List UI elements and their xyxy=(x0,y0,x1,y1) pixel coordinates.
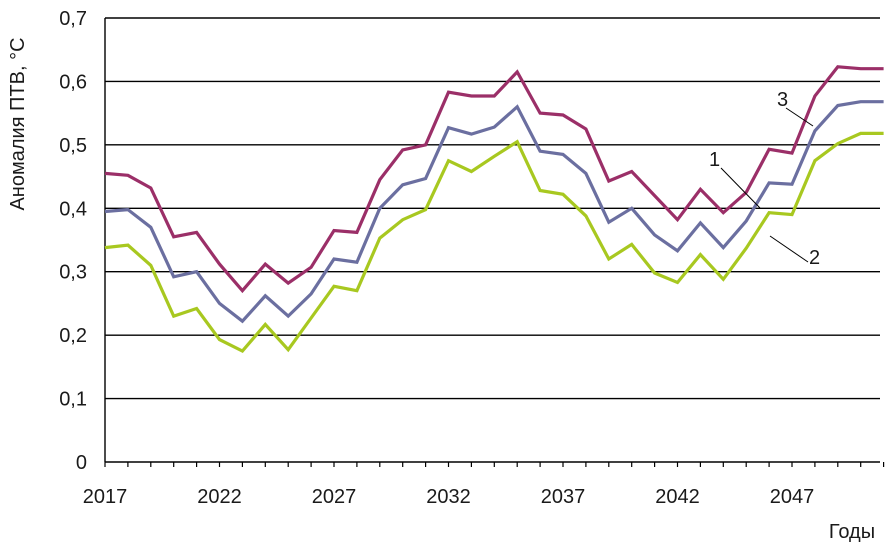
series-2-line xyxy=(104,131,884,353)
x-tick-label: 2042 xyxy=(655,486,700,508)
series-3-line xyxy=(104,100,884,324)
annotation-leader xyxy=(785,107,814,127)
y-tick-label: 0,6 xyxy=(59,71,87,93)
y-tick-labels: 0 0,1 0,2 0,3 0,4 0,5 0,6 0,7 xyxy=(59,8,87,474)
x-tick-label: 2032 xyxy=(426,486,471,508)
series-label-2: 2 xyxy=(809,247,820,269)
grid-lines xyxy=(104,17,885,467)
y-tick-label: 0,3 xyxy=(59,262,87,284)
x-tick-label: 2027 xyxy=(312,486,357,508)
y-tick-label: 0,1 xyxy=(59,389,87,411)
series-annotations: 1 2 3 xyxy=(709,89,820,269)
annotation-leader xyxy=(769,235,809,263)
x-tick-label: 2047 xyxy=(770,486,815,508)
y-tick-label: 0,5 xyxy=(59,135,87,157)
series-label-1: 1 xyxy=(709,149,720,171)
series-lines xyxy=(104,65,884,353)
y-axis-title: Аномалия ПТВ, °С xyxy=(7,37,29,210)
annotation-leader xyxy=(720,167,761,209)
y-tick-label: 0,2 xyxy=(59,325,87,347)
x-tick-label: 2017 xyxy=(83,486,128,508)
x-tick-label: 2022 xyxy=(197,486,242,508)
y-tick-label: 0,4 xyxy=(59,198,87,220)
x-tick-label: 2037 xyxy=(541,486,586,508)
y-tick-label: 0 xyxy=(76,452,87,474)
x-tick-labels: 2017 2022 2027 2032 2037 2042 2047 xyxy=(83,486,815,508)
x-axis-title: Годы xyxy=(829,521,875,543)
y-tick-label: 0,7 xyxy=(59,8,87,30)
series-1-line xyxy=(104,65,884,294)
series-label-3: 3 xyxy=(777,89,788,111)
